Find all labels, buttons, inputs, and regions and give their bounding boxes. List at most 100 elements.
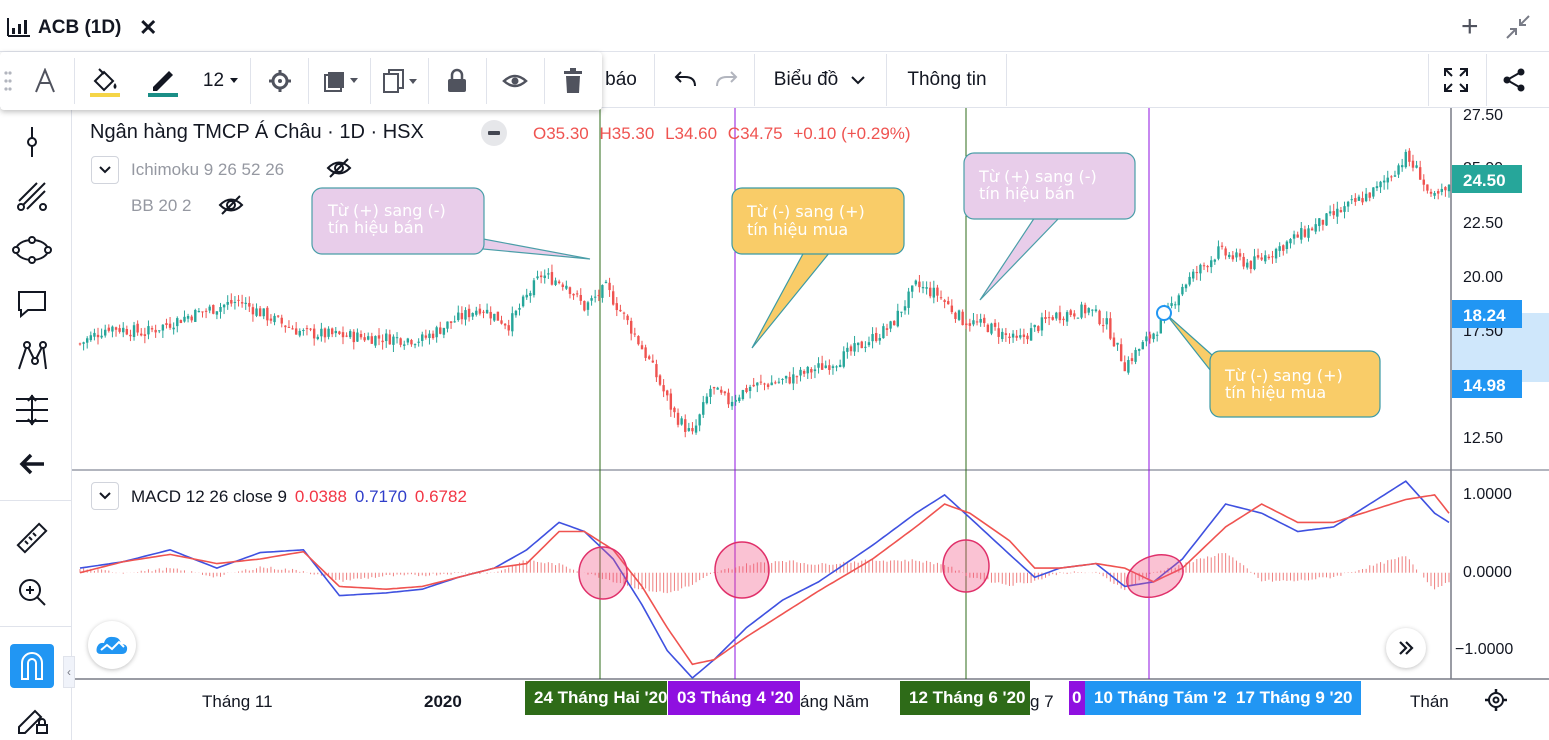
callout-3-box: [963, 152, 1136, 220]
lock-drawings-button[interactable]: [10, 696, 54, 740]
candle-body: [1134, 349, 1137, 362]
trend-line-tool-button[interactable]: [10, 174, 54, 218]
candle-body: [1361, 198, 1364, 203]
candle-body: [835, 366, 838, 368]
callout-1-line1: Từ (+) sang (-): [327, 201, 446, 220]
tradingview-logo-button[interactable]: [88, 621, 136, 669]
toolbar-divider: [1486, 54, 1487, 106]
lock-button[interactable]: [430, 52, 484, 110]
candle-body: [457, 312, 460, 321]
high-value: H35.30: [599, 124, 655, 143]
time-tick: g 7: [1030, 692, 1054, 711]
redo-button[interactable]: [706, 52, 748, 108]
chevron-down-icon: [851, 76, 865, 85]
alert-button[interactable]: báo: [596, 52, 646, 108]
candle-body: [255, 308, 258, 316]
callout-3[interactable]: Từ (+) sang (-) tín hiệu bán: [963, 152, 1136, 301]
callout-1[interactable]: Từ (+) sang (-) tín hiệu bán: [311, 187, 591, 260]
candle-body: [975, 321, 979, 323]
ichimoku-label: Ichimoku 9 26 52 26: [131, 160, 285, 179]
toolbar-divider: [250, 58, 251, 104]
candle-body: [107, 327, 111, 331]
template-dropdown[interactable]: [310, 52, 370, 110]
text-callout-tool-button[interactable]: [10, 282, 54, 326]
eye-off-icon[interactable]: [326, 157, 352, 179]
price-label-last-text: 24.50: [1463, 171, 1506, 190]
date-marker-3: 12 Tháng 6 '20: [900, 681, 1030, 715]
candle-body: [954, 312, 957, 319]
crosshair-tool-button[interactable]: [10, 120, 54, 164]
candle-body: [885, 328, 889, 330]
shape-tool-button[interactable]: [10, 228, 54, 272]
visibility-button[interactable]: [488, 52, 542, 110]
candle-body: [611, 291, 615, 305]
clone-dropdown[interactable]: [372, 52, 426, 110]
settings-gear-icon[interactable]: [1484, 688, 1508, 712]
candle-body: [756, 382, 759, 386]
eye-off-icon[interactable]: [218, 194, 244, 216]
collapse-toolbar-tab[interactable]: ‹: [63, 656, 75, 688]
callout-2[interactable]: Từ (-) sang (+) tín hiệu mua: [731, 187, 905, 349]
candle-body: [240, 302, 244, 304]
candle-body: [914, 280, 918, 285]
candle-body: [330, 328, 334, 335]
candle-body: [626, 315, 629, 321]
candle-body: [1188, 276, 1191, 285]
candle-body: [1141, 342, 1144, 350]
candle-body: [1411, 160, 1415, 168]
candle-body: [575, 293, 579, 295]
candle-body: [1318, 218, 1321, 227]
fill-color-button[interactable]: [76, 52, 134, 110]
candle-body: [482, 311, 485, 313]
callout-4-anchor-handle[interactable]: [1156, 305, 1172, 321]
price-tick: 20.00: [1463, 269, 1503, 286]
candle-body: [1310, 228, 1314, 231]
candle-body: [168, 323, 172, 328]
zoom-tool-button[interactable]: [10, 570, 54, 614]
collapse-legend-button[interactable]: [481, 120, 507, 146]
line-color-button[interactable]: [134, 52, 192, 110]
candle-body: [1091, 309, 1094, 311]
scroll-to-latest-button[interactable]: [1386, 628, 1426, 668]
back-arrow-button[interactable]: [10, 442, 54, 486]
candle-body: [1001, 331, 1004, 340]
candle-body: [114, 327, 118, 330]
candle-body: [1177, 295, 1181, 306]
candle-body: [1047, 317, 1051, 319]
share-button[interactable]: [1490, 52, 1538, 108]
font-letter-icon: [35, 68, 55, 93]
candle-body: [1339, 210, 1343, 213]
magnet-button[interactable]: [10, 644, 54, 688]
settings-button[interactable]: [252, 52, 308, 110]
candle-body: [529, 293, 532, 296]
indicators-toggle-button[interactable]: [91, 156, 119, 184]
undo-button[interactable]: [664, 52, 706, 108]
measure-tool-button[interactable]: [10, 516, 54, 560]
candle-body: [770, 382, 773, 386]
text-color-button[interactable]: [16, 52, 74, 110]
candle-body: [666, 390, 669, 396]
prediction-tool-button[interactable]: [10, 388, 54, 432]
info-button[interactable]: Thông tin: [892, 52, 1002, 108]
pattern-tool-button[interactable]: [10, 334, 54, 378]
candle-body: [471, 313, 474, 317]
macd-toggle-button[interactable]: [91, 482, 119, 510]
collapse-icon[interactable]: [1505, 14, 1531, 40]
close-icon[interactable]: ✕: [139, 15, 158, 40]
candle-body: [291, 328, 294, 330]
time-tick: Thán: [1410, 692, 1449, 711]
candle-body: [287, 326, 291, 328]
chart-type-dropdown[interactable]: Biểu đồ: [760, 52, 880, 108]
drag-handle-icon[interactable]: [4, 70, 12, 92]
crossover-ellipse-3: [942, 539, 990, 593]
candle-body: [475, 310, 478, 315]
candle-body: [1393, 175, 1397, 177]
fullscreen-button[interactable]: [1432, 52, 1480, 108]
callout-4[interactable]: Từ (-) sang (+) tín hiệu mua: [1156, 305, 1381, 418]
delete-button[interactable]: [546, 52, 600, 110]
font-size-dropdown[interactable]: 12: [196, 52, 246, 110]
candle-body: [1119, 344, 1123, 362]
candle-body: [590, 298, 593, 301]
plus-icon[interactable]: +: [1461, 10, 1479, 43]
